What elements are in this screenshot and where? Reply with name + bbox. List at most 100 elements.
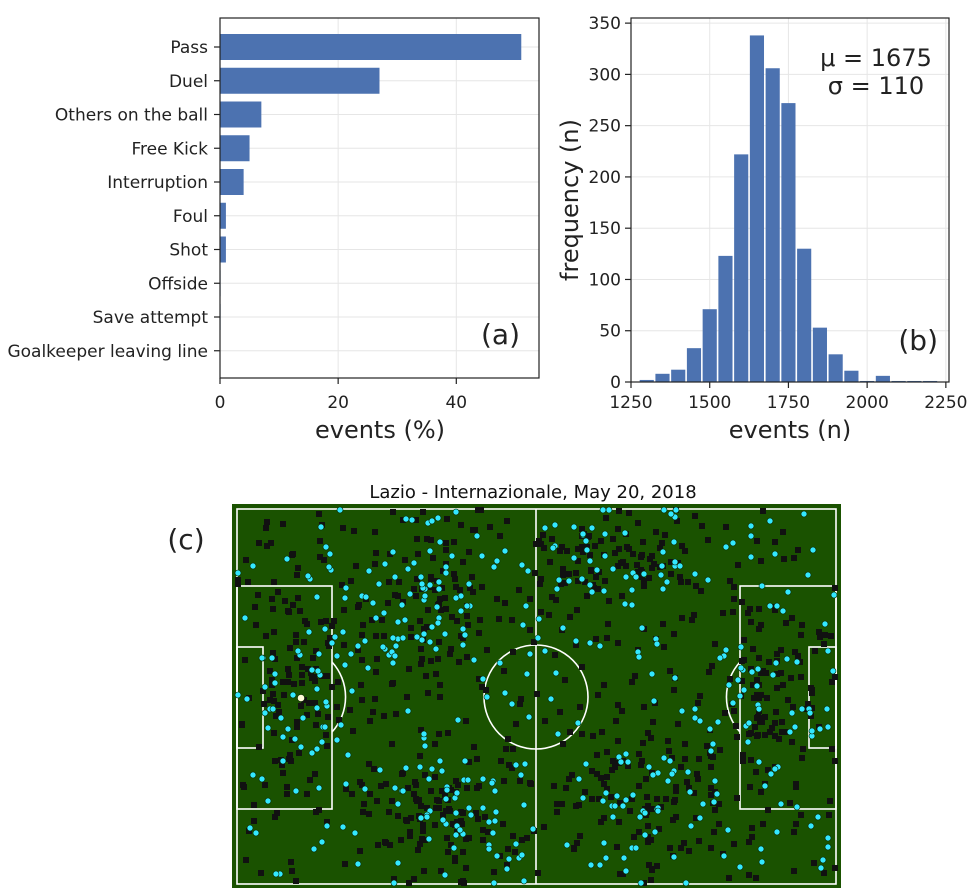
event-marker-square — [747, 606, 753, 612]
event-marker-circle — [292, 787, 300, 795]
event-marker-circle — [807, 822, 815, 830]
event-marker-circle — [622, 750, 630, 758]
event-marker-circle — [519, 621, 527, 629]
event-marker-circle — [413, 633, 421, 641]
event-marker-square — [359, 657, 365, 663]
event-marker-square — [772, 733, 778, 739]
event-marker-square — [294, 724, 300, 730]
panel-a-bars — [220, 34, 522, 364]
event-marker-circle — [268, 654, 276, 662]
event-marker-square — [367, 791, 373, 797]
event-marker-square — [447, 651, 453, 657]
event-marker-circle — [522, 602, 530, 610]
event-marker-square — [475, 507, 481, 513]
event-marker-square — [437, 682, 443, 688]
event-marker-square — [677, 574, 683, 580]
event-marker-square — [385, 600, 391, 606]
event-marker-square — [329, 623, 335, 629]
event-marker-square — [510, 649, 516, 655]
event-marker-square — [374, 798, 380, 804]
b-bin-1600 — [734, 154, 749, 382]
event-marker-square — [809, 690, 815, 696]
event-marker-square — [425, 690, 431, 696]
event-marker-circle — [678, 707, 686, 715]
event-marker-circle — [417, 814, 425, 822]
a-bar-others-on-the-ball — [220, 101, 262, 128]
event-marker-circle — [491, 787, 499, 795]
event-marker-circle — [322, 543, 330, 551]
event-marker-square — [755, 732, 761, 738]
event-marker-square — [480, 837, 486, 843]
event-marker-square — [595, 692, 601, 698]
event-marker-square — [433, 671, 439, 677]
event-marker-square — [422, 837, 428, 843]
event-marker-square — [454, 618, 460, 624]
event-marker-square — [534, 691, 540, 697]
event-marker-circle — [339, 823, 347, 831]
event-marker-circle — [710, 798, 718, 806]
event-marker-square — [821, 870, 827, 876]
event-marker-square — [760, 508, 766, 514]
event-marker-circle — [747, 553, 755, 561]
event-marker-square — [451, 571, 457, 577]
event-marker-square — [313, 722, 319, 728]
event-marker-square — [509, 765, 515, 771]
event-marker-square — [636, 783, 642, 789]
event-marker-square — [285, 679, 291, 685]
event-marker-square — [505, 846, 511, 852]
event-marker-square — [281, 692, 287, 698]
event-marker-square — [739, 678, 745, 684]
event-marker-circle — [788, 709, 796, 717]
event-marker-circle — [583, 546, 591, 554]
event-marker-circle — [617, 758, 625, 766]
event-marker-square — [347, 707, 353, 713]
event-marker-square — [440, 568, 446, 574]
event-marker-circle — [398, 601, 406, 609]
event-marker-circle — [518, 561, 526, 569]
event-marker-square — [324, 819, 330, 825]
event-marker-circle — [525, 713, 533, 721]
event-marker-highlight — [297, 694, 305, 702]
event-marker-square — [255, 592, 261, 598]
event-marker-square — [271, 579, 277, 585]
event-marker-circle — [757, 845, 765, 853]
event-marker-square — [452, 576, 458, 582]
event-marker-square — [776, 736, 782, 742]
event-marker-circle — [369, 599, 377, 607]
event-marker-square — [560, 572, 566, 578]
event-marker-square — [474, 785, 480, 791]
event-marker-circle — [824, 723, 832, 731]
event-marker-circle — [508, 700, 516, 708]
event-marker-circle — [389, 659, 397, 667]
event-marker-square — [323, 732, 329, 738]
event-marker-circle — [479, 675, 487, 683]
event-marker-circle — [579, 794, 587, 802]
event-marker-square — [747, 784, 753, 790]
event-marker-circle — [461, 631, 469, 639]
event-marker-square — [615, 640, 621, 646]
event-marker-square — [304, 621, 310, 627]
event-marker-square — [298, 703, 304, 709]
event-marker-square — [321, 557, 327, 563]
event-marker-square — [457, 587, 463, 593]
event-marker-square — [373, 550, 379, 556]
event-marker-square — [286, 609, 292, 615]
event-marker-circle — [297, 743, 305, 751]
event-marker-square — [691, 790, 697, 796]
event-marker-square — [693, 815, 699, 821]
b-y-tick-label: 150 — [589, 219, 621, 239]
event-marker-square — [684, 779, 690, 785]
event-marker-square — [504, 862, 510, 868]
event-marker-circle — [308, 749, 316, 757]
event-marker-square — [353, 563, 359, 569]
event-marker-square — [756, 626, 762, 632]
event-marker-circle — [299, 714, 307, 722]
event-marker-square — [832, 865, 838, 871]
event-marker-circle — [676, 562, 684, 570]
panel-b-x-axis-label: events (n) — [729, 416, 851, 444]
event-marker-circle — [653, 640, 661, 648]
event-marker-circle — [572, 637, 580, 645]
event-marker-circle — [456, 826, 464, 834]
event-marker-square — [573, 642, 579, 648]
event-marker-circle — [485, 845, 493, 853]
